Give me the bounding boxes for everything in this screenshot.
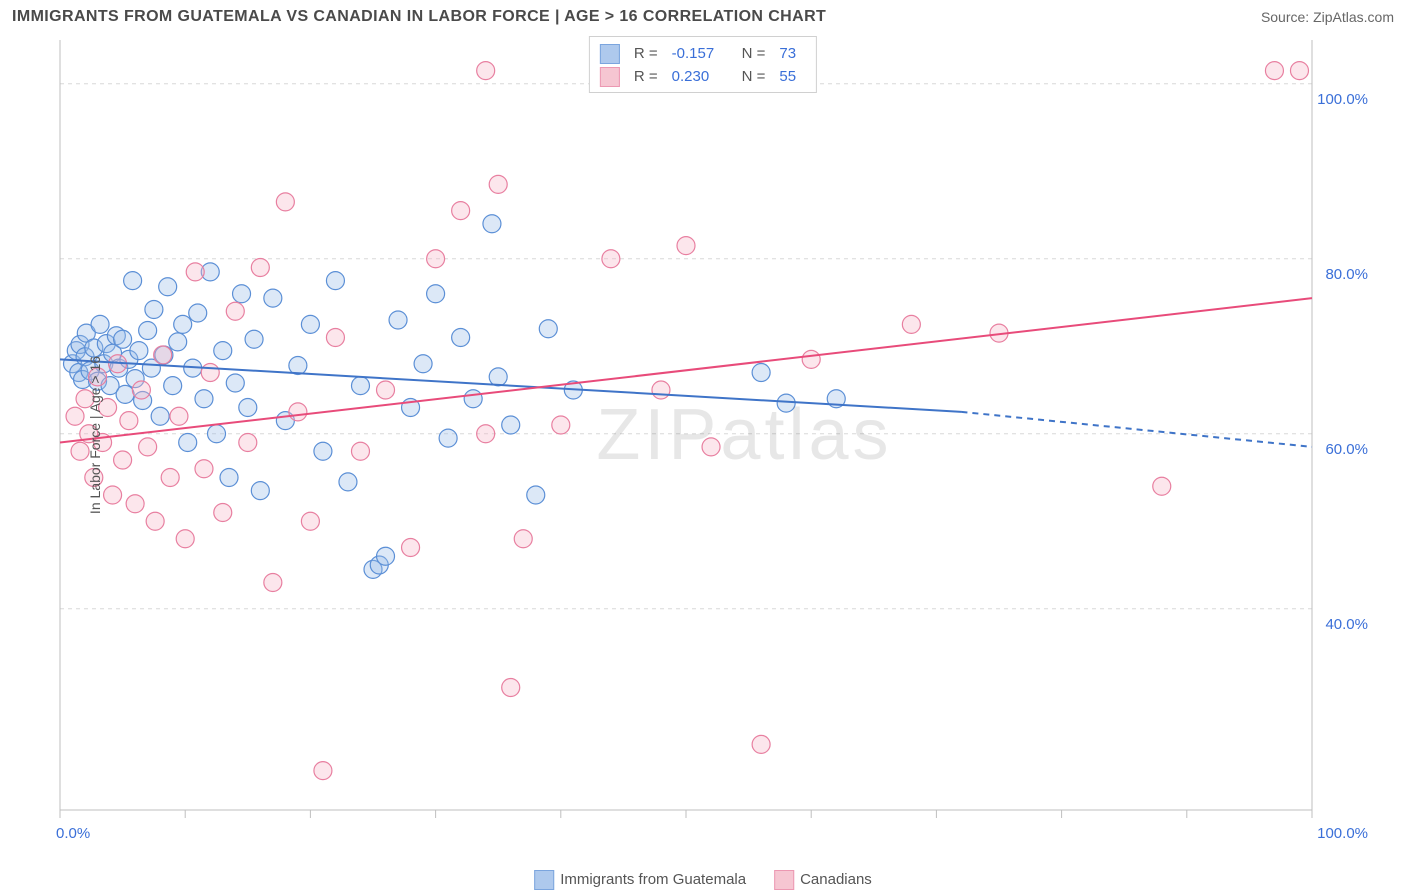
legend-r-value: 0.230 — [672, 66, 728, 89]
legend-n-value: 55 — [779, 66, 796, 89]
legend-n-value: 73 — [779, 43, 796, 66]
svg-text:60.0%: 60.0% — [1325, 441, 1368, 458]
chart-container: In Labor Force | Age > 16 40.0% 60.0% 80.0… — [12, 30, 1394, 840]
legend-swatch-icon — [600, 44, 620, 64]
svg-text:40.0%: 40.0% — [1325, 616, 1368, 633]
legend-row: R = -0.157 N = 73 — [600, 43, 802, 66]
series-swatch-icon — [534, 870, 554, 890]
series-legend-item: Immigrants from Guatemala — [534, 870, 746, 890]
source-attribution: Source: ZipAtlas.com — [1261, 9, 1394, 25]
svg-text:100.0%: 100.0% — [1317, 91, 1368, 108]
scatter-chart: 40.0% 60.0% 80.0% 100.0% 0.0% 100.0% — [12, 30, 1394, 840]
svg-text:0.0%: 0.0% — [56, 825, 90, 840]
legend-r-label: R = — [634, 43, 658, 66]
source-name: ZipAtlas.com — [1313, 9, 1394, 25]
y-axis-title: In Labor Force | Age > 16 — [87, 356, 103, 514]
source-prefix: Source: — [1261, 9, 1313, 25]
legend-n-label: N = — [742, 66, 766, 89]
page-header: IMMIGRANTS FROM GUATEMALA VS CANADIAN IN… — [0, 0, 1406, 30]
legend-row: R = 0.230 N = 55 — [600, 66, 802, 89]
series-legend: Immigrants from Guatemala Canadians — [534, 870, 872, 890]
legend-swatch-icon — [600, 67, 620, 87]
legend-r-label: R = — [634, 66, 658, 89]
series-legend-item: Canadians — [774, 870, 872, 890]
correlation-legend: R = -0.157 N = 73 R = 0.230 N = 55 — [589, 36, 817, 93]
series-label: Immigrants from Guatemala — [560, 871, 746, 888]
legend-n-label: N = — [742, 43, 766, 66]
svg-text:80.0%: 80.0% — [1325, 266, 1368, 283]
series-swatch-icon — [774, 870, 794, 890]
series-label: Canadians — [800, 871, 872, 888]
chart-title: IMMIGRANTS FROM GUATEMALA VS CANADIAN IN… — [12, 8, 826, 26]
svg-text:100.0%: 100.0% — [1317, 825, 1368, 840]
legend-r-value: -0.157 — [672, 43, 728, 66]
